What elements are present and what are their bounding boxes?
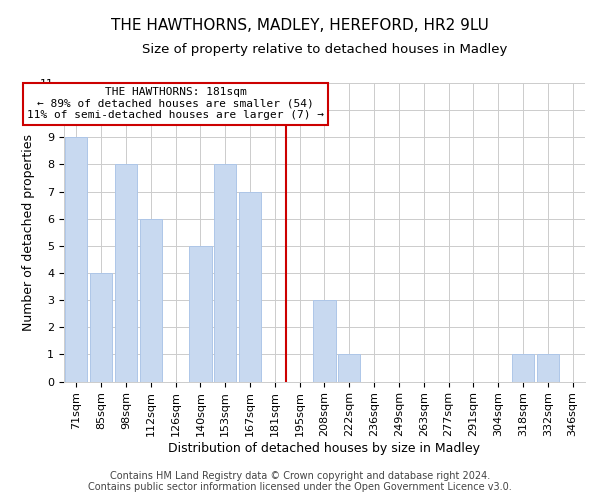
Bar [512,354,534,382]
Y-axis label: Number of detached properties: Number of detached properties [22,134,35,331]
Text: THE HAWTHORNS: 181sqm
← 89% of detached houses are smaller (54)
11% of semi-deta: THE HAWTHORNS: 181sqm ← 89% of detached … [27,87,324,120]
Bar [115,164,137,382]
Text: Contains HM Land Registry data © Crown copyright and database right 2024.
Contai: Contains HM Land Registry data © Crown c… [88,471,512,492]
Bar [189,246,212,382]
Bar [536,354,559,382]
Text: THE HAWTHORNS, MADLEY, HEREFORD, HR2 9LU: THE HAWTHORNS, MADLEY, HEREFORD, HR2 9LU [111,18,489,32]
Bar [239,192,261,382]
X-axis label: Distribution of detached houses by size in Madley: Distribution of detached houses by size … [169,442,481,455]
Bar [140,219,162,382]
Bar [338,354,361,382]
Bar [90,273,112,382]
Bar [313,300,335,382]
Bar [214,164,236,382]
Title: Size of property relative to detached houses in Madley: Size of property relative to detached ho… [142,42,507,56]
Bar [65,138,88,382]
